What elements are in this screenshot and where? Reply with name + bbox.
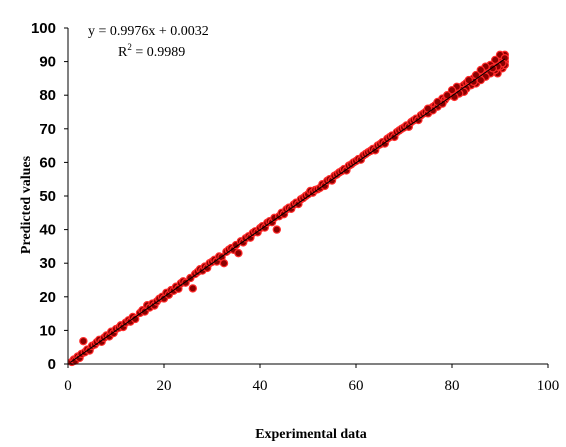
r-squared-prefix: R [118, 45, 128, 60]
trendline [70, 58, 506, 363]
y-tick-label: 70 [39, 121, 56, 138]
equation-text: y = 0.9976x + 0.0032 [88, 24, 209, 39]
y-tick-label: 20 [39, 289, 56, 306]
x-tick-label: 60 [349, 378, 364, 394]
y-tick-labels: 0 10 20 30 40 50 60 70 80 90 100 [31, 20, 68, 373]
y-tick-label: 30 [39, 255, 56, 272]
y-tick-label: 60 [39, 154, 56, 171]
data-point [79, 336, 88, 346]
y-tick-label: 10 [39, 322, 56, 339]
data-point [234, 248, 243, 258]
data-point [188, 284, 197, 293]
y-tick-label: 50 [39, 188, 56, 205]
x-tick-label: 100 [537, 378, 560, 394]
r-squared-superscript: 2 [127, 42, 132, 52]
x-tick-label: 20 [157, 378, 172, 394]
y-tick-label: 100 [31, 20, 56, 37]
data-point [219, 259, 229, 268]
data-point [272, 225, 281, 234]
x-axis-title: Experimental data [255, 427, 367, 442]
data-point [476, 65, 485, 75]
x-tick-label: 80 [445, 378, 460, 394]
regression-annotation: y = 0.9976x + 0.0032 R2 = 0.9989 [88, 24, 209, 60]
r-squared-text: R2 = 0.9989 [118, 42, 185, 60]
trendline-layer [70, 58, 506, 363]
x-tick-label: 40 [253, 378, 268, 394]
y-axis-title: Predicted values [19, 155, 34, 254]
x-tick-labels: 0 20 40 60 80 100 [64, 364, 559, 394]
points-layer [67, 50, 509, 367]
y-tick-label: 80 [39, 87, 56, 104]
x-tick-label: 0 [64, 378, 72, 394]
y-tick-label: 40 [39, 222, 56, 239]
y-tick-label: 90 [39, 54, 56, 71]
y-tick-label: 0 [48, 356, 56, 373]
r-squared-value: = 0.9989 [132, 45, 185, 60]
